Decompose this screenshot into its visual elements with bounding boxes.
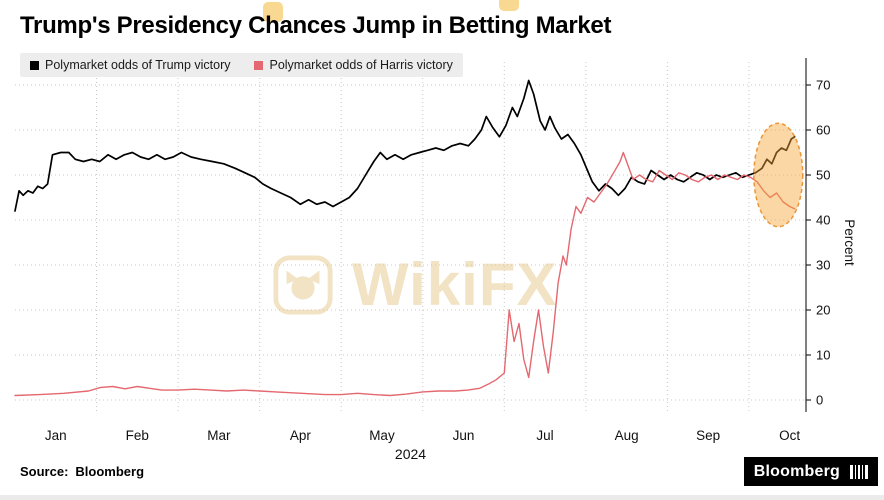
x-tick-label: Sep bbox=[696, 428, 720, 443]
bloomberg-logo: Bloomberg bbox=[743, 457, 878, 486]
y-axis-title: Percent bbox=[842, 219, 857, 266]
x-tick-label: May bbox=[369, 428, 395, 443]
x-axis-year-label: 2024 bbox=[395, 446, 426, 462]
watermark-tile-icon bbox=[499, 0, 519, 11]
wikifx-logo-icon bbox=[273, 254, 333, 315]
x-tick-label: Feb bbox=[126, 428, 149, 443]
harris-odds-line bbox=[14, 151, 796, 397]
watermark: WikiFX bbox=[272, 250, 557, 319]
bottom-divider bbox=[0, 495, 884, 500]
page-title: Trump's Presidency Chances Jump in Betti… bbox=[20, 12, 612, 39]
legend-label-harris: Polymarket odds of Harris victory bbox=[269, 58, 453, 72]
x-tick-label: Apr bbox=[290, 428, 312, 443]
october-jump-highlight bbox=[753, 122, 804, 228]
x-tick-label: Jul bbox=[536, 428, 553, 443]
harris-series-swatch bbox=[254, 60, 264, 70]
y-tick-label: 60 bbox=[816, 123, 830, 138]
bloomberg-wordmark: Bloomberg bbox=[753, 462, 840, 480]
watermark-text: WikiFX bbox=[352, 251, 558, 318]
y-tick-label: 40 bbox=[816, 213, 830, 228]
x-tick-label: Aug bbox=[615, 428, 639, 443]
watermark-tile-icon bbox=[263, 2, 283, 22]
legend-label-trump: Polymarket odds of Trump victory bbox=[45, 58, 231, 72]
y-tick-label: 70 bbox=[816, 78, 830, 93]
x-tick-label: Oct bbox=[779, 428, 800, 443]
legend-item-trump: Polymarket odds of Trump victory bbox=[30, 58, 230, 72]
trump-series-swatch bbox=[30, 60, 39, 70]
y-tick-label: 20 bbox=[816, 303, 830, 318]
y-tick-label: 0 bbox=[816, 393, 823, 408]
x-tick-label: Jun bbox=[453, 428, 475, 443]
x-tick-label: Mar bbox=[207, 428, 231, 443]
x-tick-label: Jan bbox=[45, 428, 67, 443]
source-value: Bloomberg bbox=[75, 464, 145, 479]
source-label: Source: bbox=[20, 464, 69, 479]
legend-item-harris: Polymarket odds of Harris victory bbox=[254, 58, 453, 72]
y-tick-label: 10 bbox=[816, 348, 830, 363]
y-tick-label: 50 bbox=[816, 168, 830, 183]
bloomberg-barcode-icon bbox=[850, 464, 868, 479]
source-line: Source: Bloomberg bbox=[20, 464, 144, 479]
y-tick-label: 30 bbox=[816, 258, 830, 273]
trump-odds-line bbox=[14, 79, 796, 212]
legend: Polymarket odds of Trump victory Polymar… bbox=[20, 53, 463, 77]
